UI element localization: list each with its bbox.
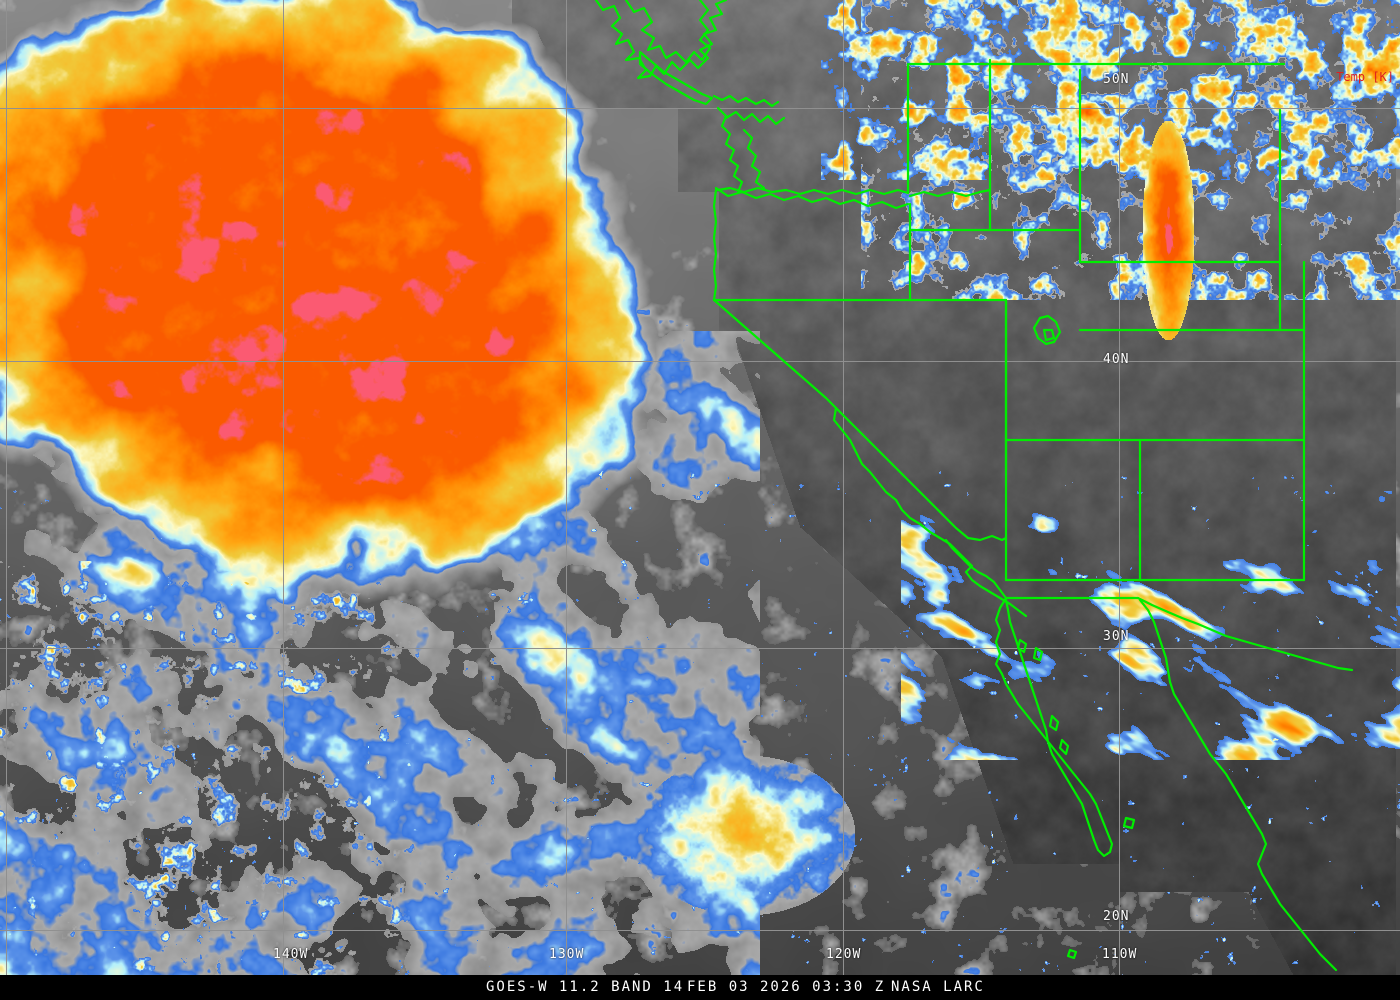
footer-product-label: GOES-W 11.2 BAND 14	[486, 979, 685, 995]
footer-bar: GOES-W 11.2 BAND 14 FEB 03 2026 03:30 Z …	[0, 975, 1400, 1000]
satellite-raster	[0, 0, 1400, 975]
grid-label-30n: 30N	[1103, 629, 1130, 644]
footer-timestamp: FEB 03 2026 03:30 Z	[687, 979, 886, 995]
colorbar-title: Temp [K]	[1336, 70, 1394, 84]
ir-brightness-temperature-canvas	[0, 0, 1400, 975]
grid-label-120w: 120W	[826, 947, 862, 962]
grid-label-110w: 110W	[1102, 947, 1138, 962]
grid-label-50n: 50N	[1103, 72, 1130, 87]
grid-label-20n: 20N	[1103, 909, 1130, 924]
grid-label-40n: 40N	[1103, 352, 1130, 367]
grid-label-130w: 130W	[549, 947, 585, 962]
colorbar: Temp [K] 3303253153052952852752652552452…	[1280, 0, 1400, 975]
grid-label-140w: 140W	[273, 947, 309, 962]
footer-source-label: NASA LARC	[891, 979, 985, 995]
